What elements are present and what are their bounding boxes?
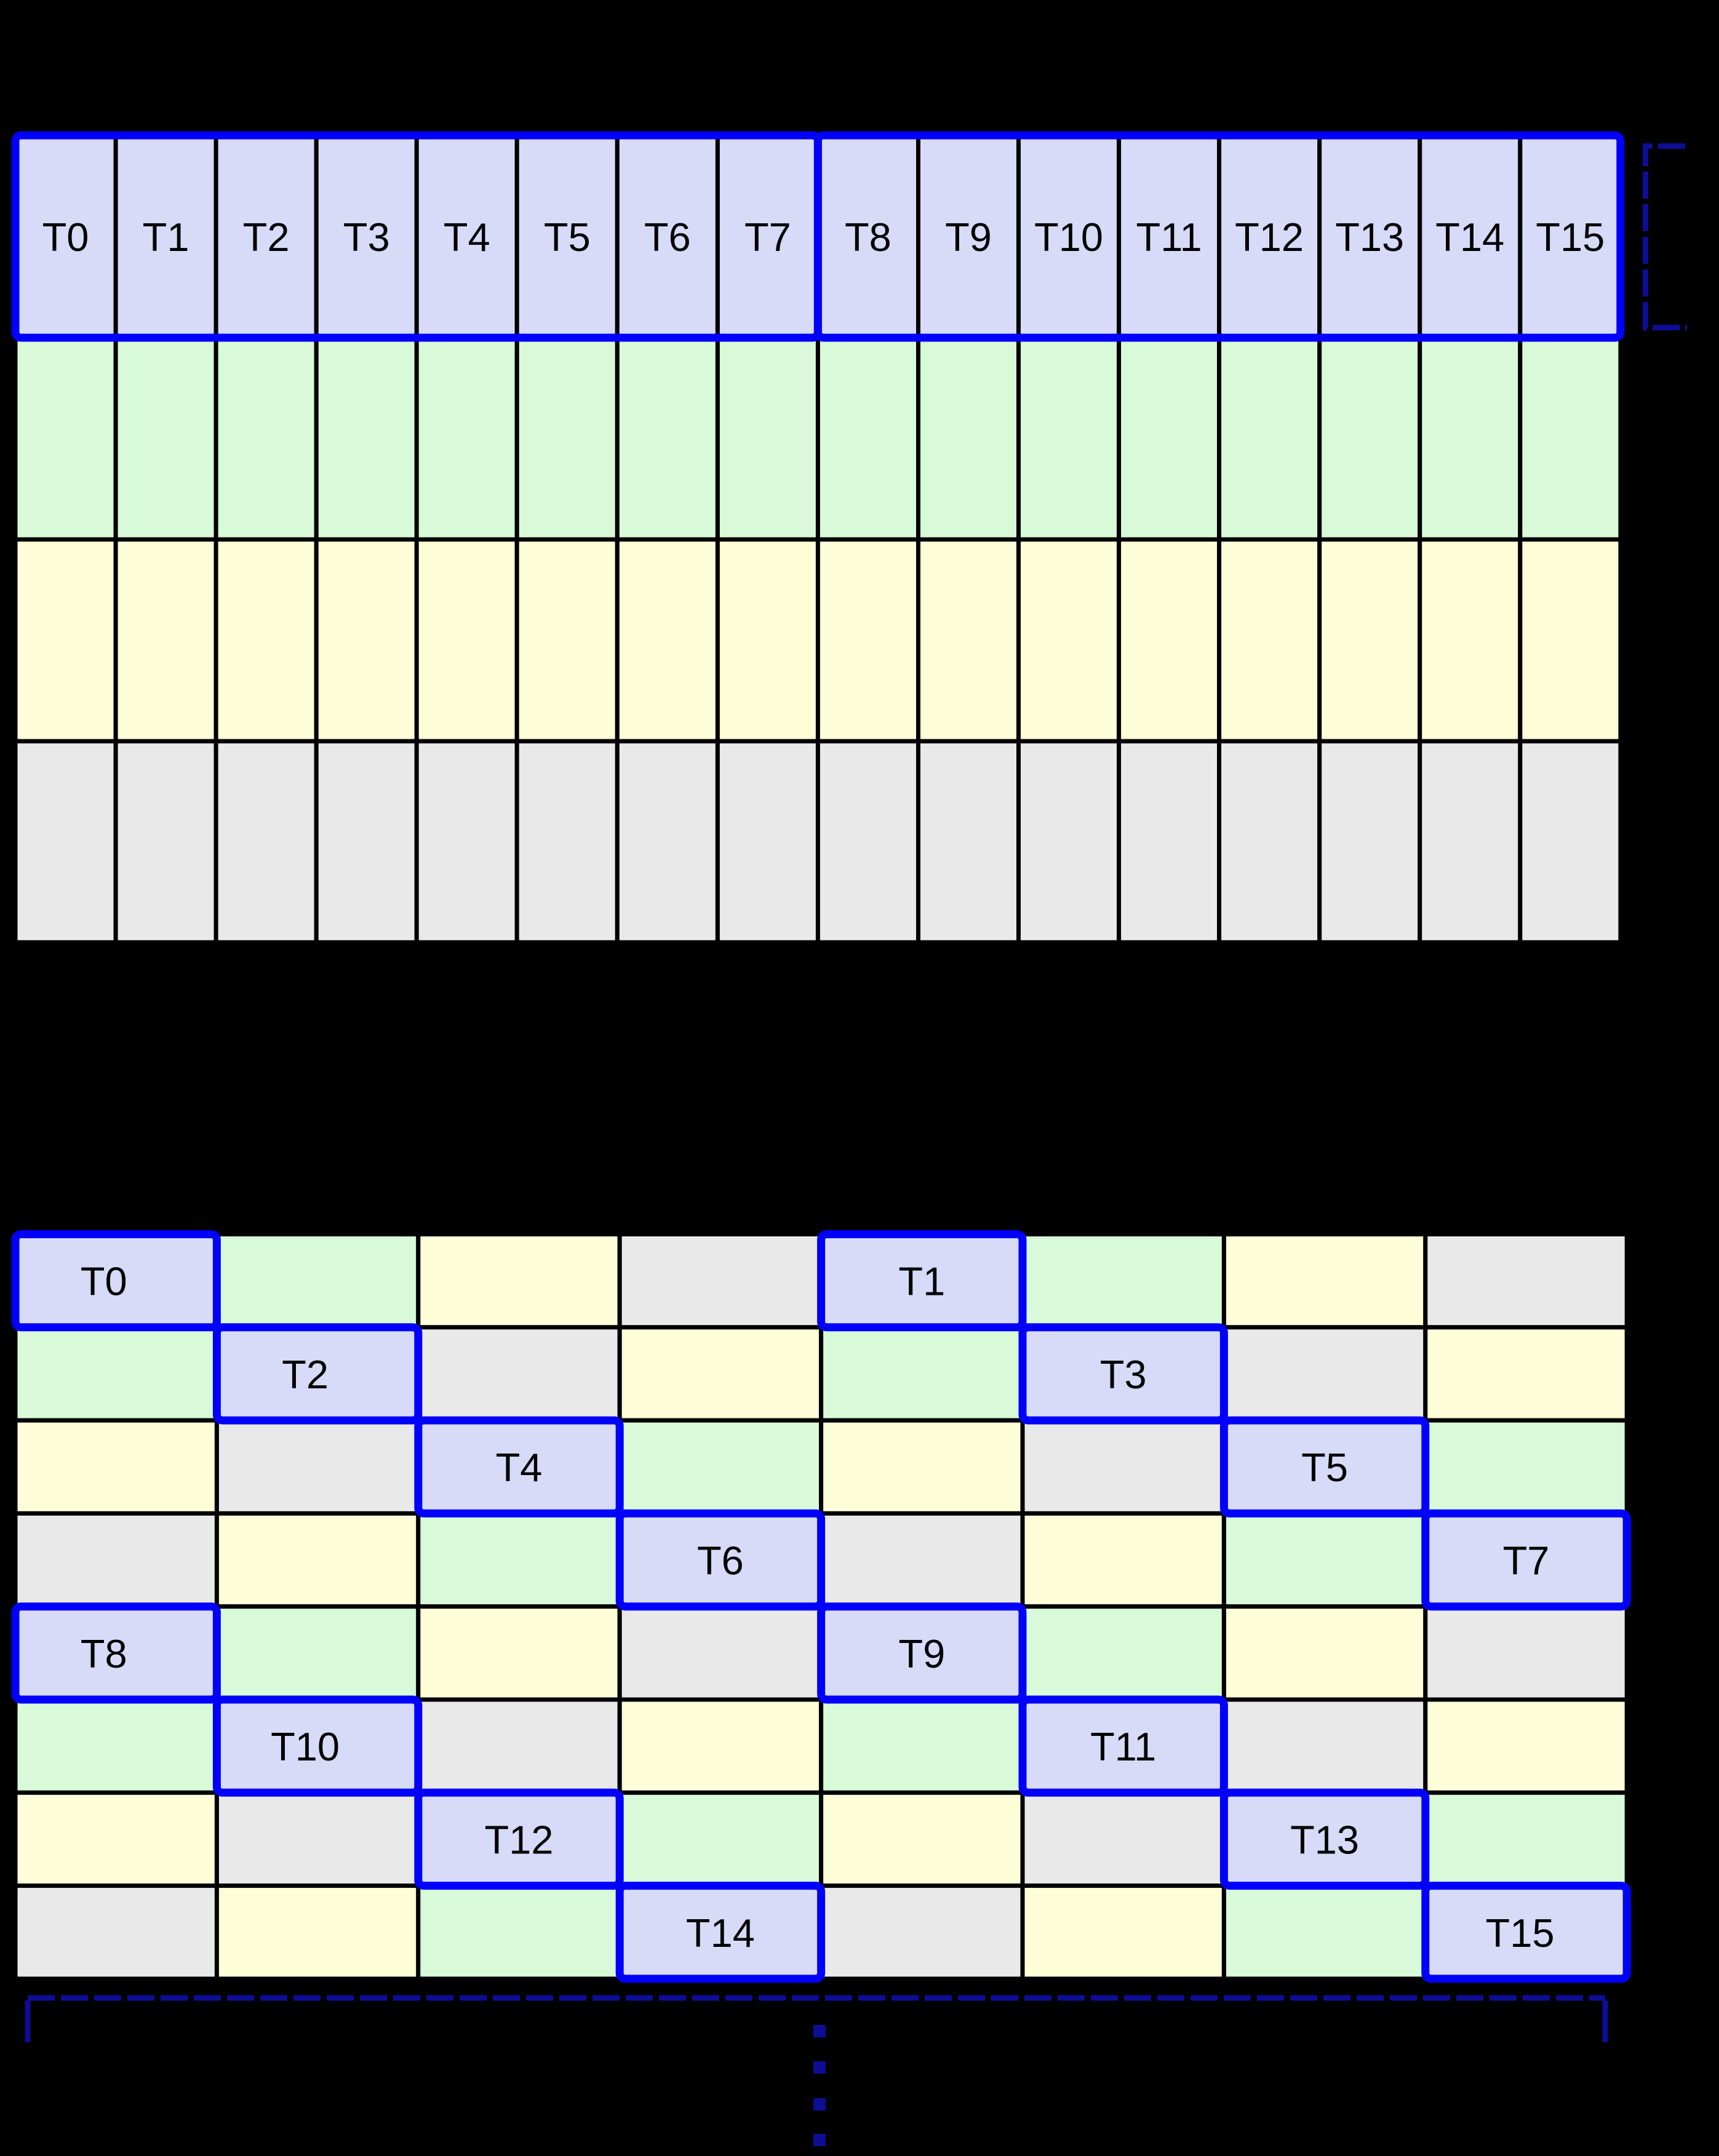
svg-text:T5: T5 (544, 215, 591, 260)
svg-text:T3: T3 (343, 215, 390, 260)
svg-text:T0: T0 (81, 1259, 127, 1304)
svg-text:T11: T11 (1090, 1724, 1156, 1769)
svg-text:T9: T9 (898, 1631, 945, 1676)
svg-text:T11: T11 (1136, 215, 1202, 260)
svg-text:T5: T5 (1301, 1445, 1348, 1490)
svg-text:T15: T15 (1536, 215, 1605, 260)
svg-text:T13: T13 (1290, 1818, 1359, 1863)
svg-text:T10: T10 (1034, 215, 1103, 260)
svg-text:T15: T15 (1485, 1911, 1554, 1955)
svg-text:T10: T10 (271, 1724, 340, 1769)
svg-text:T6: T6 (644, 215, 691, 260)
svg-text:T4: T4 (444, 215, 490, 260)
svg-text:T12: T12 (484, 1818, 553, 1863)
svg-text:T2: T2 (243, 215, 290, 260)
svg-text:T6: T6 (697, 1538, 744, 1583)
svg-text:T7: T7 (1503, 1538, 1550, 1583)
svg-text:T3: T3 (1100, 1352, 1147, 1397)
svg-text:T13: T13 (1335, 215, 1404, 260)
svg-text:T14: T14 (1435, 215, 1504, 260)
svg-text:T2: T2 (282, 1352, 329, 1397)
svg-text:T8: T8 (845, 215, 891, 260)
svg-text:T4: T4 (496, 1445, 543, 1490)
svg-text:T1: T1 (143, 215, 189, 260)
svg-text:T1: T1 (898, 1259, 945, 1304)
svg-text:T9: T9 (945, 215, 992, 260)
svg-text:T0: T0 (42, 215, 89, 260)
svg-text:T8: T8 (81, 1631, 127, 1676)
svg-text:T12: T12 (1235, 215, 1304, 260)
svg-text:T14: T14 (686, 1911, 755, 1955)
svg-text:T7: T7 (744, 215, 791, 260)
